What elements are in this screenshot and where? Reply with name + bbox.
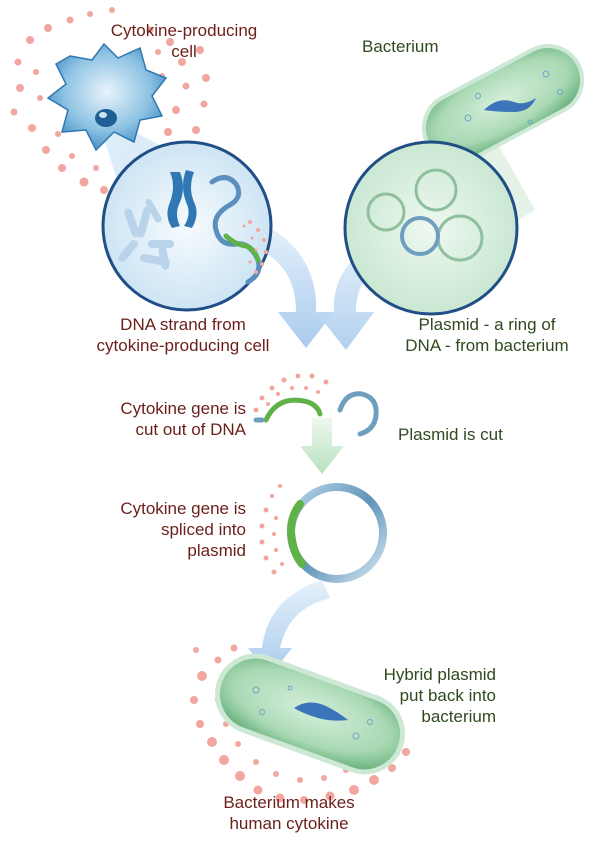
hybrid-plasmid-label-line-1: Hybrid plasmid (383, 665, 496, 684)
plasmid-label-line-2: DNA - from bacterium (405, 336, 569, 355)
dna-strand-label: DNA strand from cytokine-producing cell (62, 314, 304, 356)
plasmid-cut-fragment (337, 391, 379, 437)
dna-strand-label-line-2: cytokine-producing cell (96, 336, 270, 355)
hybrid-plasmid-ring (259, 483, 387, 583)
gene-cut-label-line-2: cut out of DNA (135, 420, 246, 439)
splice-arrow (300, 418, 344, 474)
result-label-line-1: Bacterium makes (223, 793, 355, 812)
plasmid-cut-label: Plasmid is cut (398, 425, 503, 444)
gene-cut-label: Cytokine gene is cut out of DNA (84, 398, 246, 440)
gene-spliced-label-line-2: spliced into (160, 520, 246, 539)
hybrid-plasmid-label: Hybrid plasmid put back into bacterium (350, 664, 496, 727)
gene-spliced-label-line-3: plasmid (187, 541, 246, 560)
dna-magnified-circle (101, 140, 273, 312)
cut-gene-fragment (253, 373, 329, 423)
cytokine-cell-label: Cytokine-producing cell (86, 20, 282, 62)
plasmid-label: Plasmid - a ring of DNA - from bacterium (384, 314, 590, 356)
cytokine-cell-label-line-2: cell (171, 42, 197, 61)
cytokine-producing-cell-icon (46, 42, 168, 152)
gene-spliced-label: Cytokine gene is spliced into plasmid (84, 498, 246, 561)
plasmid-magnified-circle (343, 140, 519, 316)
insertion-flow-arrow (248, 580, 330, 676)
engineered-bacterium-icon (214, 653, 406, 775)
hybrid-plasmid-label-line-2: put back into (399, 686, 496, 705)
dna-strand-label-line-1: DNA strand from (120, 315, 246, 334)
gene-cut-label-line-1: Cytokine gene is (120, 399, 246, 418)
plasmid-label-line-1: Plasmid - a ring of (418, 315, 556, 334)
dna-flow-arrow (250, 222, 334, 348)
result-label-line-2: human cytokine (229, 814, 349, 833)
result-label: Bacterium makes human cytokine (190, 792, 388, 834)
gene-spliced-label-line-1: Cytokine gene is (120, 499, 246, 518)
bacterium-label: Bacterium (362, 37, 439, 56)
hybrid-plasmid-label-line-3: bacterium (421, 707, 496, 726)
cytokine-cell-label-line-1: Cytokine-producing (110, 21, 258, 40)
